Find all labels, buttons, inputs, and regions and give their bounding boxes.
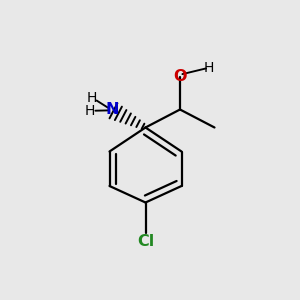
Text: N: N <box>106 102 119 117</box>
Text: H: H <box>203 61 214 74</box>
Text: H: H <box>85 104 95 118</box>
Text: O: O <box>173 69 187 84</box>
Text: H: H <box>86 91 97 105</box>
Text: Cl: Cl <box>137 234 154 249</box>
